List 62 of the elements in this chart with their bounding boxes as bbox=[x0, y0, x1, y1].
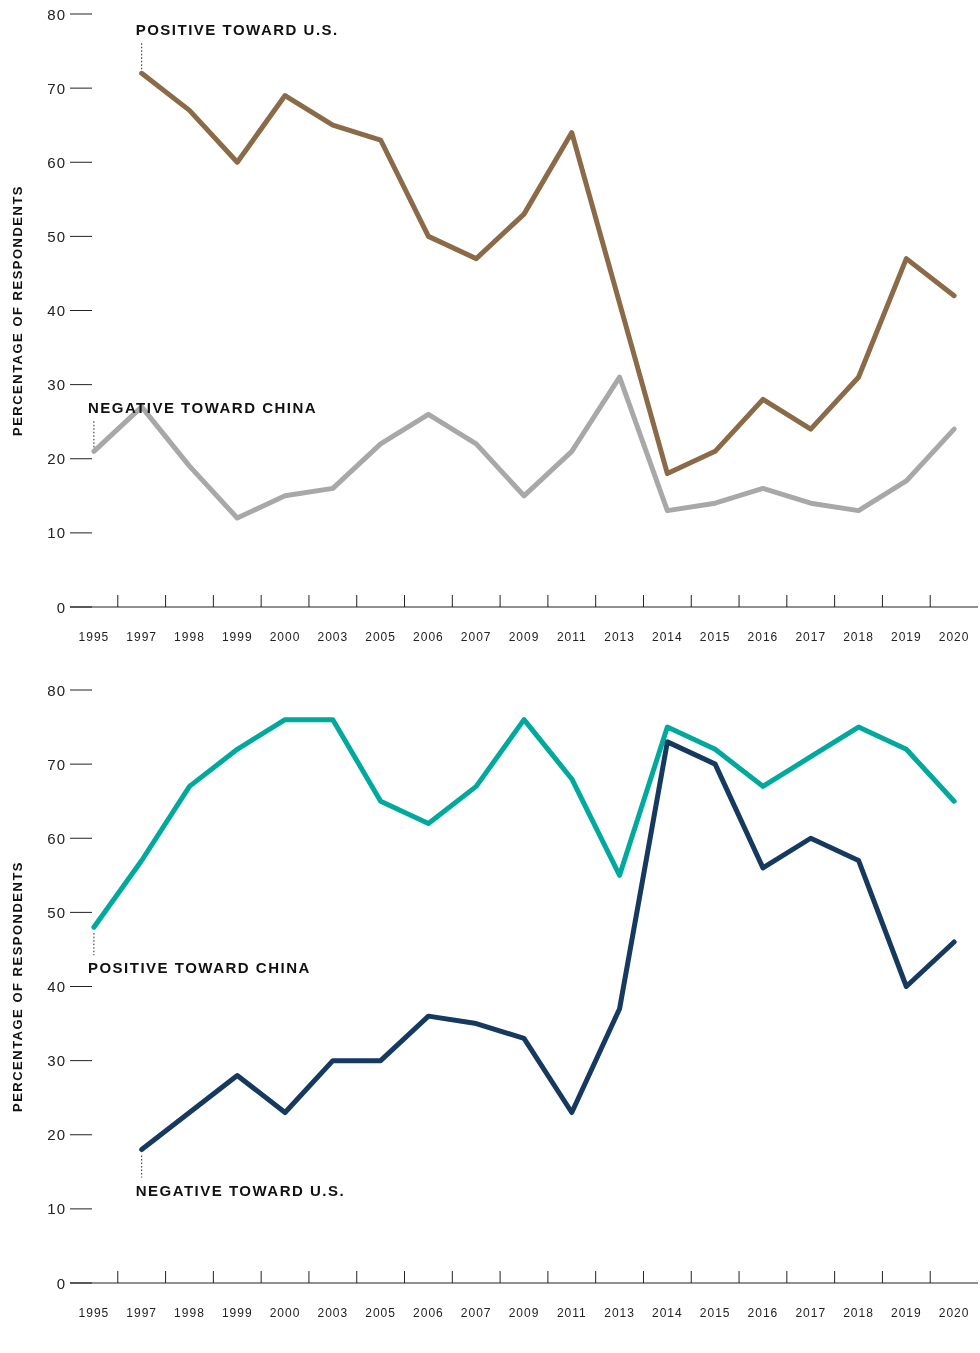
x-tick-label: 2003 bbox=[317, 630, 349, 644]
y-tick-label: 80 bbox=[47, 5, 66, 23]
x-tick-label: 1997 bbox=[126, 1306, 158, 1320]
x-tick-label: 2015 bbox=[699, 630, 731, 644]
x-tick-label: 2017 bbox=[795, 630, 827, 644]
text: POSITIVE TOWARD CHINA bbox=[87, 959, 311, 977]
text: POSITIVE TOWARD U.S. bbox=[135, 21, 339, 39]
x-tick-label: 2017 bbox=[795, 1306, 827, 1320]
y-tick-label: 80 bbox=[47, 681, 66, 699]
y-tick-label: 0 bbox=[56, 1274, 66, 1292]
x-tick-label: 2009 bbox=[508, 1306, 540, 1320]
x-tick-label: 1995 bbox=[78, 630, 110, 644]
x-tick-label: 2019 bbox=[890, 630, 922, 644]
y-tick-label: 60 bbox=[47, 153, 66, 171]
y-tick-label: 60 bbox=[47, 829, 66, 847]
series-label: NEGATIVE TOWARD CHINA bbox=[87, 399, 318, 417]
x-tick-label: 2007 bbox=[460, 630, 492, 644]
y-tick-label: 10 bbox=[47, 1200, 66, 1218]
x-tick-label: 2020 bbox=[938, 1306, 970, 1320]
x-tick-label: 2000 bbox=[269, 630, 301, 644]
x-tick-label: 2013 bbox=[604, 1306, 635, 1320]
x-tick-label: 2011 bbox=[556, 1306, 587, 1320]
x-tick-label: 2014 bbox=[652, 630, 683, 644]
x-tick-label: 1997 bbox=[126, 630, 158, 644]
y-tick-label: 70 bbox=[47, 79, 66, 97]
x-tick-label: 2005 bbox=[365, 1306, 396, 1320]
text: NEGATIVE TOWARD U.S. bbox=[135, 1181, 346, 1199]
x-tick-label: 2005 bbox=[365, 630, 396, 644]
x-tick-label: 2007 bbox=[460, 1306, 492, 1320]
y-tick-label: 20 bbox=[47, 450, 66, 468]
x-tick-label: 2009 bbox=[508, 630, 540, 644]
y-tick-label: 50 bbox=[47, 903, 66, 921]
x-tick-label: 1999 bbox=[221, 1306, 253, 1320]
y-tick-label: 70 bbox=[47, 755, 66, 773]
x-tick-label: 2000 bbox=[269, 1306, 301, 1320]
x-tick-label: 2013 bbox=[604, 630, 635, 644]
x-tick-label: 2016 bbox=[747, 1306, 779, 1320]
y-tick-label: 30 bbox=[47, 376, 66, 394]
x-tick-label: 2018 bbox=[843, 630, 874, 644]
x-tick-label: 2018 bbox=[843, 1306, 874, 1320]
x-tick-label: 2016 bbox=[747, 630, 779, 644]
x-tick-label: 2006 bbox=[413, 1306, 444, 1320]
x-tick-label: 2015 bbox=[699, 1306, 731, 1320]
y-axis-title: PERCENTAGE OF RESPONDENTS bbox=[10, 184, 25, 437]
x-tick-label: 1999 bbox=[221, 630, 253, 644]
y-axis-title: PERCENTAGE OF RESPONDENTS bbox=[10, 860, 25, 1113]
x-tick-label: 1995 bbox=[78, 1306, 110, 1320]
x-tick-label: 2014 bbox=[652, 1306, 683, 1320]
x-tick-label: 2011 bbox=[556, 630, 587, 644]
x-tick-label: 2003 bbox=[317, 1306, 349, 1320]
y-tick-label: 40 bbox=[47, 302, 66, 319]
x-tick-label: 2006 bbox=[413, 630, 444, 644]
x-tick-label: 1998 bbox=[174, 1306, 205, 1320]
y-tick-label: 20 bbox=[47, 1126, 66, 1144]
x-tick-label: 2020 bbox=[938, 630, 970, 644]
y-tick-label: 10 bbox=[47, 524, 66, 542]
y-tick-label: 0 bbox=[56, 598, 66, 616]
y-tick-label: 30 bbox=[47, 1052, 66, 1070]
y-tick-label: 40 bbox=[47, 978, 66, 995]
y-tick-label: 50 bbox=[47, 227, 66, 245]
x-tick-label: 1998 bbox=[174, 630, 205, 644]
x-tick-label: 2019 bbox=[890, 1306, 922, 1320]
